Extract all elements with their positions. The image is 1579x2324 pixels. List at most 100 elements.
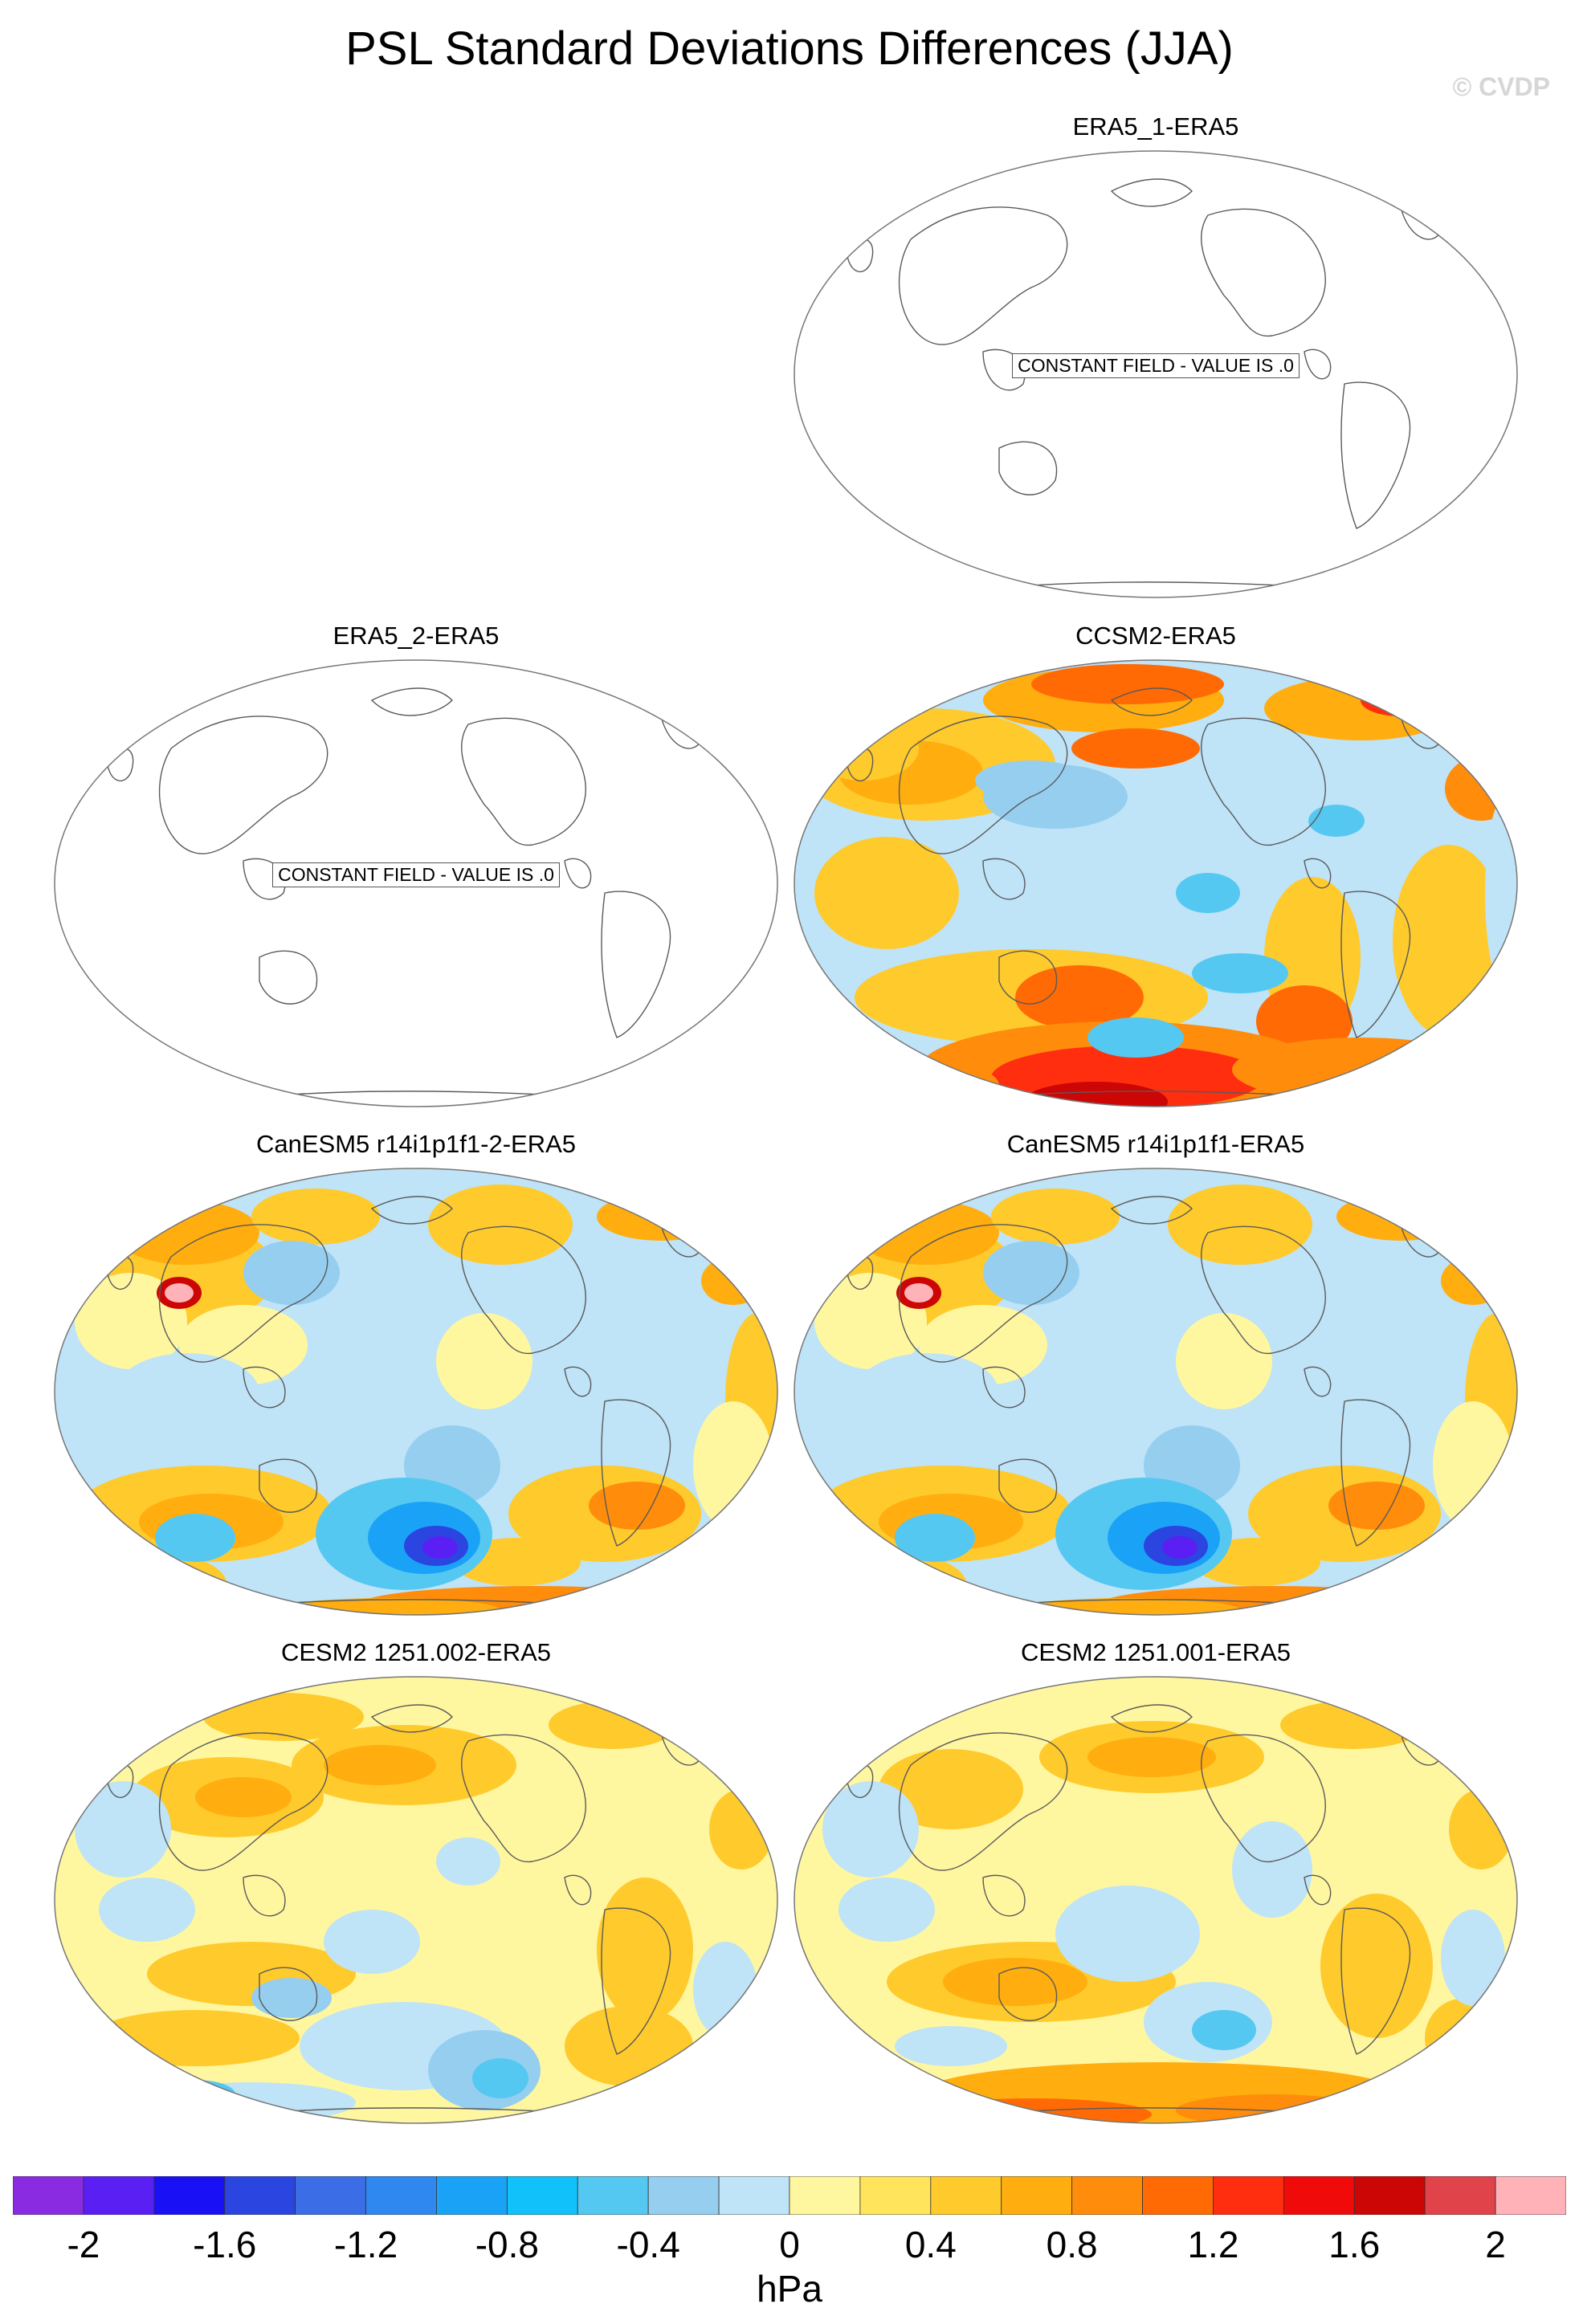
contour-region bbox=[91, 2010, 300, 2066]
contour-region bbox=[1328, 1482, 1425, 1530]
colorbar-swatch bbox=[224, 2176, 296, 2215]
coastline bbox=[950, 581, 1402, 593]
colorbar-swatch bbox=[295, 2176, 366, 2215]
coastline bbox=[1110, 1704, 1193, 1733]
map-border bbox=[794, 1168, 1518, 1616]
colorbar-swatch bbox=[930, 2176, 1002, 2215]
colorbar-swatch bbox=[577, 2176, 649, 2215]
contour-region bbox=[115, 1353, 259, 1433]
panel-title: CanESM5 r14i1p1f1-ERA5 bbox=[1006, 1130, 1305, 1158]
coastline bbox=[998, 950, 1058, 1005]
contour-region bbox=[275, 1598, 500, 1615]
contour-region bbox=[428, 1184, 573, 1265]
colorbar-tick-label: -1.6 bbox=[193, 2224, 257, 2265]
map-border bbox=[794, 1676, 1518, 2124]
contour-region bbox=[549, 1701, 677, 1749]
map-border bbox=[54, 1168, 778, 1616]
coastline bbox=[158, 1732, 328, 1871]
cvdp-watermark: © CVDP bbox=[1452, 72, 1550, 101]
colorbar-tick-label: -2 bbox=[67, 2224, 100, 2265]
colorbar-tick-label: 1.6 bbox=[1328, 2224, 1381, 2265]
contour-region bbox=[75, 1781, 171, 1878]
colorbar-tick-label: 0.4 bbox=[904, 2224, 957, 2265]
colorbar-swatch bbox=[365, 2176, 437, 2215]
coastline bbox=[1110, 178, 1193, 207]
coastline bbox=[1304, 858, 1332, 889]
world-map bbox=[54, 1168, 778, 1616]
coastline bbox=[259, 1458, 318, 1513]
map-panel: CESM2 1251.001-ERA5 bbox=[790, 1637, 1521, 2134]
contour-region bbox=[911, 2098, 1152, 2123]
colorbar-tick-label: 1.2 bbox=[1187, 2224, 1239, 2265]
contour-region bbox=[919, 2062, 1401, 2123]
contour-region bbox=[855, 1353, 999, 1433]
world-map bbox=[794, 659, 1518, 1107]
contour-region bbox=[1015, 1598, 1240, 1615]
colorbar-swatch bbox=[506, 2176, 578, 2215]
colorbar-swatch bbox=[859, 2176, 932, 2215]
contour-region bbox=[597, 1193, 725, 1241]
coastline bbox=[370, 687, 453, 716]
coastline bbox=[601, 1907, 671, 2055]
coastline bbox=[601, 1399, 671, 1547]
contour-region bbox=[1433, 1401, 1513, 1530]
coastline bbox=[601, 891, 671, 1038]
colorbar-swatch bbox=[1001, 2176, 1073, 2215]
colorbar-swatch bbox=[1283, 2176, 1355, 2215]
coastline bbox=[243, 1874, 286, 1917]
coastline bbox=[461, 1225, 586, 1355]
coastline bbox=[1304, 1874, 1332, 1906]
contour-region bbox=[822, 1058, 999, 1107]
contour-region bbox=[1087, 1017, 1184, 1058]
colorbar-swatch bbox=[1495, 2176, 1566, 2215]
contour-region bbox=[436, 1837, 500, 1886]
contour-region bbox=[589, 1482, 685, 1530]
colorbar-swatch bbox=[1071, 2176, 1143, 2215]
contour-region bbox=[1449, 1789, 1513, 1869]
contour-region bbox=[324, 1910, 420, 1974]
contour-region bbox=[951, 2109, 1047, 2123]
coastline bbox=[259, 950, 318, 1005]
contour-region bbox=[1264, 1598, 1409, 1615]
world-map bbox=[794, 1168, 1518, 1616]
panel-title: ERA5_1-ERA5 bbox=[1072, 112, 1239, 141]
contour-region bbox=[1031, 664, 1224, 704]
coastline bbox=[243, 858, 286, 900]
contour-region bbox=[701, 1257, 765, 1305]
contour-region bbox=[1336, 1193, 1465, 1241]
map-border bbox=[54, 659, 778, 1107]
world-map bbox=[794, 1676, 1518, 2124]
contour-region bbox=[838, 1554, 967, 1615]
contour-region bbox=[814, 837, 959, 949]
colorbar-swatch bbox=[153, 2176, 226, 2215]
contour-region bbox=[1192, 2010, 1256, 2050]
contour-region bbox=[99, 1878, 195, 1942]
world-map bbox=[794, 150, 1518, 598]
contour-region bbox=[1425, 1998, 1505, 2078]
contour-region bbox=[693, 1401, 773, 1530]
map-border bbox=[794, 659, 1518, 1107]
coastline bbox=[1201, 1734, 1326, 1863]
constant-field-text: CONSTANT FIELD - VALUE IS .0 bbox=[1012, 353, 1300, 378]
contour-region bbox=[524, 1598, 669, 1615]
panel-title: ERA5_2-ERA5 bbox=[333, 622, 500, 650]
contour-region bbox=[879, 1749, 1023, 1829]
contour-region bbox=[1232, 1821, 1312, 1918]
coastline bbox=[898, 206, 1068, 345]
contour-region bbox=[1441, 1257, 1505, 1305]
contour-region bbox=[1320, 1894, 1433, 2038]
contour-region bbox=[1087, 1737, 1216, 1777]
contour-region bbox=[693, 1942, 757, 2038]
colorbar-tick-labels: -2 -1.6 -1.2 -0.8 -0.4 0 0.4 0.8 1.2 1.6 2 bbox=[0, 2223, 1579, 2271]
coastline bbox=[982, 1874, 1026, 1917]
contour-region bbox=[99, 1554, 227, 1615]
contour-region bbox=[195, 1777, 292, 1817]
colorbar-swatch bbox=[1424, 2176, 1496, 2215]
colorbar-swatch bbox=[718, 2176, 790, 2215]
panel-title: CESM2 1251.002-ERA5 bbox=[280, 1638, 552, 1666]
coastline bbox=[1340, 891, 1411, 1038]
colorbar-swatch bbox=[1142, 2176, 1214, 2215]
contour-region bbox=[203, 1693, 364, 1741]
coastline bbox=[1110, 687, 1193, 716]
colorbar-tick-label: -1.2 bbox=[333, 2224, 398, 2265]
